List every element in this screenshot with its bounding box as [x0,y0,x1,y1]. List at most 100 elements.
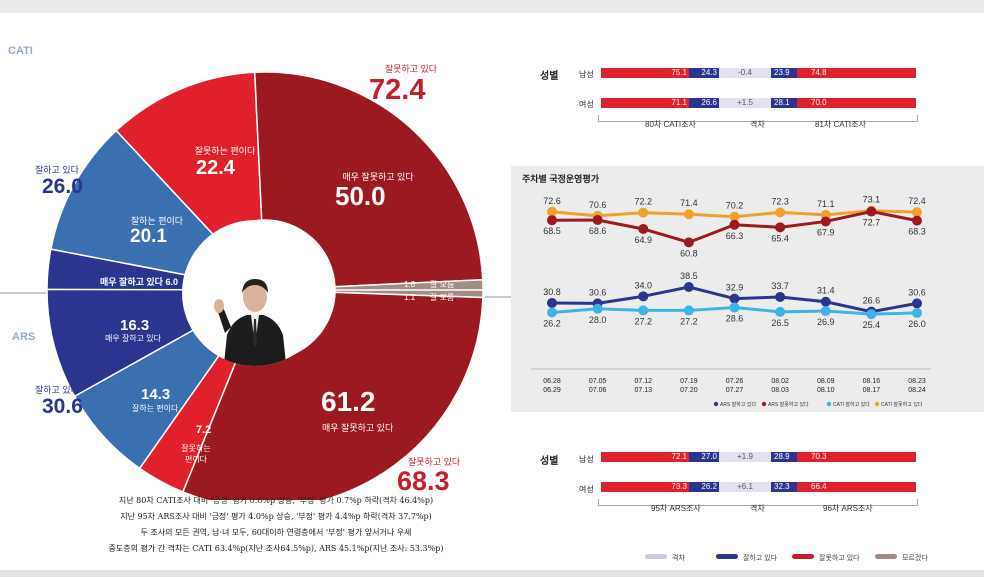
trend-x-tick: 07.27 [726,387,744,394]
trend-line-cati-bad-label: 71.4 [680,198,698,208]
trend-line-cati-good-label: 28.6 [726,314,744,324]
trend-line-cati-good-point [866,309,877,320]
gender-value-b-bad: 70.3 [811,452,827,461]
trend-line-cati-good-point [638,305,649,316]
cati-bad-total-label: 잘못하고 있다 [384,64,438,74]
trend-line-cati-good-label: 27.2 [634,316,652,326]
gender-bottom-female-label: 여성 [579,485,594,494]
gender-bar-a-good [689,482,719,492]
trend-line-ars-bad-label: 65.4 [771,233,789,243]
trend-line-ars-bad-label: 68.5 [543,226,561,236]
gender-bottom-caption-a: 95차 ARS조사 [651,504,701,513]
ars-bad-some-label: 잘못하는 편이다 [181,444,211,464]
gender-bar-diff [719,98,771,108]
trend-line-ars-bad-point [866,206,877,217]
ars-bad-total-label: 잘못하고 있다 [408,457,461,467]
trend-line-ars-bad-label: 72.7 [863,218,881,228]
gender-top-title: 성별 [540,71,559,82]
trend-line-cati-good-label: 28.0 [589,315,607,325]
trend-line-ars-good-label: 38.5 [680,271,698,281]
cati-bad-some-value: 22.4 [196,157,235,179]
trend-line-cati-bad-point [638,207,649,218]
trend-line-ars-good-point [912,298,922,309]
legend-good-label: 잘하고 있다 [743,555,778,562]
gender-value-a-bad: 72.1 [671,452,687,461]
gender-value-a-bad: 75.1 [671,68,687,77]
trend-x-tick: 07.12 [634,378,652,385]
cati-bad-some-label: 잘못하는 편이다 [194,146,256,156]
trend-line-cati-bad-label: 72.4 [908,196,926,206]
gender-bar-b-good [771,452,797,462]
trend-line-cati-good-point [775,306,786,317]
gender-bar-b-good [771,482,797,492]
gender-value-b-bad: 74.8 [811,68,827,77]
trend-x-tick: 08.17 [863,387,881,394]
gender-bar-a-good [689,68,719,78]
trend-line-ars-bad-point [820,216,831,227]
trend-x-tick: 07.26 [726,378,744,385]
trend-line-ars-good-label: 30.8 [543,287,561,297]
trend-x-tick: 07.06 [589,387,607,394]
trend-line-cati-bad-point [775,207,786,218]
gender-value-b-good: 23.9 [774,68,790,77]
gender-bar-a-bad [601,98,689,108]
gender-bottom-bracket [598,499,918,506]
gender-value-a-good: 27.0 [701,452,717,461]
ars-very-good-label: 매우 잘하고 있다 [105,334,161,343]
trend-line-cati-bad-point [912,207,922,218]
gender-value-a-good: 26.2 [701,482,717,491]
gender-top-bracket [598,115,918,122]
trend-x-tick: 07.20 [680,387,698,394]
legend-unknown-label: 모르겠다 [902,555,928,562]
gender-top-female-label: 여성 [579,100,594,109]
trend-legend-marker [874,401,880,407]
trend-line-cati-good-label: 26.9 [817,317,835,327]
trend-x-tick: 08.02 [771,378,789,385]
trend-legend-label: CATI 잘못하고 있다 [881,401,923,408]
trend-line-cati-good-point [592,303,603,314]
gender-bar-a-good [689,452,719,462]
gender-top-male-label: 남성 [579,70,594,79]
trend-legend-marker [826,401,832,407]
ars-good-some-value: 14.3 [141,386,171,403]
trend-line-cati-good-label: 26.0 [908,319,926,329]
gender-top-caption-diff: 격차 [750,120,765,129]
trend-x-tick: 07.05 [589,378,607,385]
trend-x-tick: 07.19 [680,378,698,385]
gender-top-caption-b: 81차 CATI조사 [815,120,866,129]
legend-diff-swatch [645,554,667,559]
trend-line-cati-bad-label: 72.2 [634,197,652,207]
trend-line-cati-bad-label: 71.1 [817,199,835,209]
trend-x-tick: 06.29 [543,387,561,394]
trend-line-cati-good-point [820,306,831,317]
gender-bottom-caption-b: 96차 ARS조사 [823,504,873,513]
trend-title: 주차별 국정운영평가 [522,174,600,184]
trend-line-ars-bad-point [729,219,740,230]
trend-line-ars-bad-label: 68.3 [908,227,926,237]
trend-line-cati-bad-label: 72.3 [771,196,789,206]
trend-line-ars-bad-label: 64.9 [634,235,652,245]
trend-line-ars-good-label: 26.6 [863,296,881,306]
gender-bar-a-bad [601,482,689,492]
president-photo [182,220,328,366]
gender-value-diff: +1.9 [737,452,753,461]
gender-bar-a-bad [601,452,689,462]
trend-x-tick: 06.28 [543,378,561,385]
trend-line-ars-bad-point [775,222,786,233]
trend-line-ars-good-point [820,296,831,307]
cati-noresp-label: 잘 모름 [430,280,455,289]
trend-x-tick: 08.23 [908,378,926,385]
trend-line-cati-bad-point [729,211,740,222]
trend-line-ars-bad-point [683,237,694,248]
gender-value-a-bad: 71.1 [671,98,687,107]
gender-bar-a-bad [601,68,689,78]
ars-bad-total: 68.3 [397,466,450,496]
gender-bottom-caption-diff: 격차 [750,504,765,513]
trend-chart: 72.6 70.6 72.2 71.4 70.2 72.3 71.1 73.1 72.4 68.5… [531,195,931,408]
gender-bottom-title: 성별 [540,456,559,467]
gender-value-b-good: 28.1 [774,98,790,107]
trend-legend-label: ARS 잘못하고 있다 [768,401,809,408]
trend-line-cati-bad-label: 70.2 [726,201,744,211]
trend-line-ars-good-label: 34.0 [634,280,652,290]
